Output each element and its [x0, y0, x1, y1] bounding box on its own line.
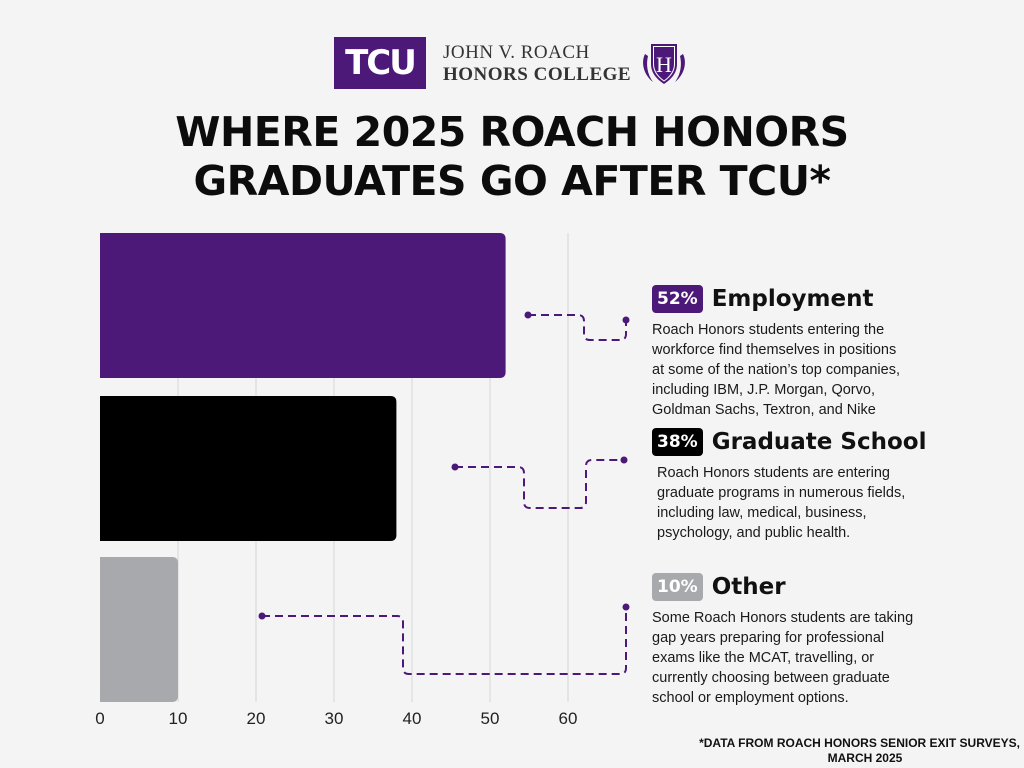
tcu-logo-text: TCU: [345, 43, 417, 83]
desc-line: gap years preparing for professional: [652, 630, 885, 646]
connector-dot: [622, 603, 630, 611]
desc-line: school or employment options.: [652, 690, 849, 706]
desc-line: Some Roach Honors students are taking: [652, 610, 914, 626]
desc-line: psychology, and public health.: [657, 525, 851, 541]
title-line-1: WHERE 2025 ROACH HONORS: [175, 108, 849, 156]
category-title: Employment: [711, 286, 874, 312]
x-tick-label: 40: [403, 709, 422, 728]
shield-crest-icon: H: [643, 44, 685, 84]
crest-letter: H: [656, 52, 672, 77]
category-employment: 52% Employment Roach Honors students ent…: [652, 284, 937, 420]
college-name: JOHN V. ROACH HONORS COLLEGE: [443, 42, 631, 86]
desc-line: exams like the MCAT, travelling, or: [652, 650, 875, 666]
connector-line: [262, 607, 627, 675]
category-other: 10% Other Some Roach Honors students are…: [652, 572, 937, 708]
page-title: WHERE 2025 ROACH HONORS GRADUATES GO AFT…: [0, 108, 1024, 206]
x-tick-label: 10: [169, 709, 188, 728]
footnote-line-2: MARCH 2025: [827, 751, 903, 765]
desc-line: workforce find themselves in positions: [652, 342, 897, 358]
category-description: Some Roach Honors students are taking ga…: [652, 608, 937, 708]
pct-badge: 52%: [652, 285, 703, 313]
desc-line: Goldman Sachs, Textron, and Nike: [652, 402, 876, 418]
connector-line: [455, 459, 624, 509]
category-graduate-school: 38% Graduate School Roach Honors student…: [652, 427, 942, 543]
bar-employment: [100, 233, 506, 378]
connector-dot: [620, 456, 628, 464]
bar-other: [100, 557, 178, 702]
college-name-line2: HONORS COLLEGE: [443, 64, 632, 85]
desc-line: including law, medical, business,: [657, 505, 867, 521]
category-description: Roach Honors students entering the workf…: [652, 320, 937, 420]
desc-line: graduate programs in numerous fields,: [657, 485, 906, 501]
pct-badge: 10%: [652, 573, 703, 601]
connector-dot: [451, 463, 459, 471]
x-tick-label: 30: [325, 709, 344, 728]
connector-line: [528, 314, 627, 341]
connector-dot: [524, 311, 532, 319]
category-title: Graduate School: [711, 429, 927, 455]
x-tick-label: 50: [481, 709, 500, 728]
x-tick-label: 20: [247, 709, 266, 728]
x-tick-label: 0: [95, 709, 104, 728]
college-name-line1: JOHN V. ROACH: [443, 42, 590, 63]
desc-line: including IBM, J.P. Morgan, Qorvo,: [652, 382, 875, 398]
footnote-line-1: *DATA FROM ROACH HONORS SENIOR EXIT SURV…: [699, 736, 1020, 750]
desc-line: Roach Honors students entering the: [652, 322, 885, 338]
category-title: Other: [711, 574, 786, 600]
x-tick-label: 60: [559, 709, 578, 728]
pct-badge: 38%: [652, 428, 703, 456]
connector-dot: [622, 316, 630, 324]
connector-dot: [258, 612, 266, 620]
bar-graduate-school: [100, 396, 397, 541]
title-line-2: GRADUATES GO AFTER TCU*: [193, 157, 831, 205]
desc-line: currently choosing between graduate: [652, 670, 890, 686]
desc-line: Roach Honors students are entering: [657, 465, 890, 481]
footnote: *DATA FROM ROACH HONORS SENIOR EXIT SURV…: [640, 736, 1020, 766]
category-description: Roach Honors students are entering gradu…: [652, 463, 942, 543]
desc-line: at some of the nation’s top companies,: [652, 362, 900, 378]
tcu-logo: TCU: [334, 37, 426, 89]
